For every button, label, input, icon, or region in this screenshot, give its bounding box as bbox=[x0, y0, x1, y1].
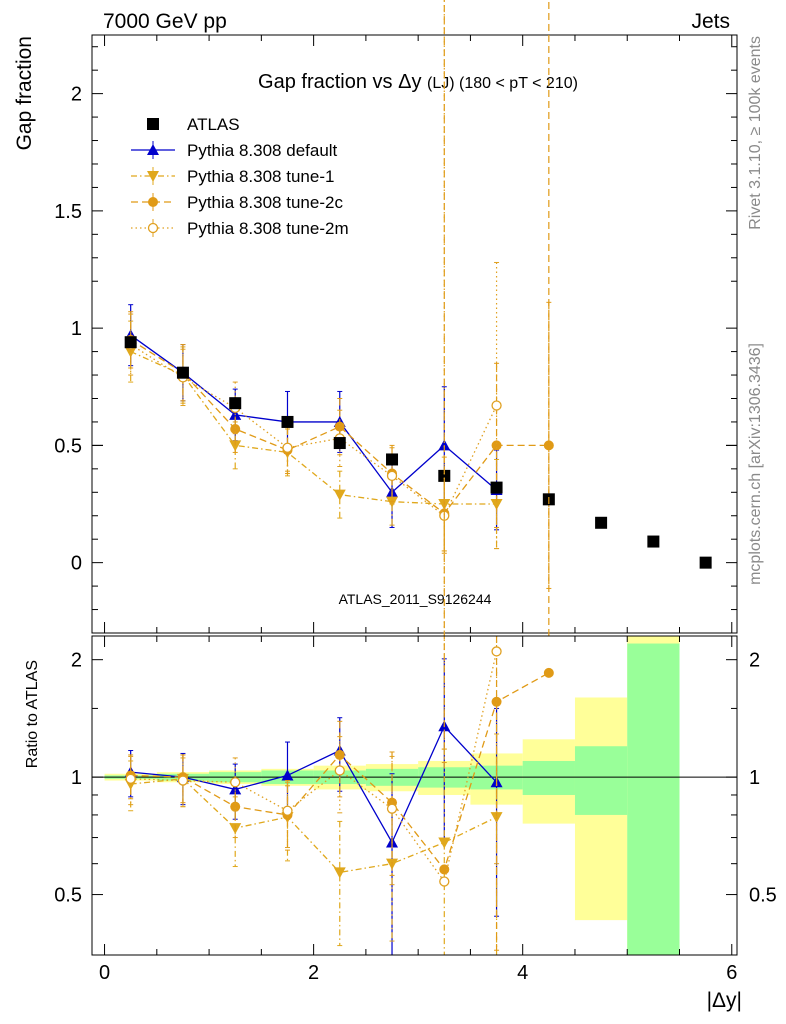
data-point bbox=[438, 469, 451, 482]
legend-marker bbox=[147, 222, 159, 234]
data-point bbox=[386, 803, 398, 814]
data-point bbox=[491, 400, 502, 411]
series-line bbox=[130, 651, 498, 884]
watermark: ATLAS_2011_S9126244 bbox=[339, 591, 492, 607]
y-tick-label: 1 bbox=[71, 318, 82, 340]
series-pythia-8-308-default bbox=[124, 304, 503, 531]
legend-label: Pythia 8.308 default bbox=[187, 141, 338, 160]
y-tick-label-right: 2 bbox=[749, 650, 760, 672]
legend-marker bbox=[147, 144, 159, 155]
y-tick-label: 2 bbox=[71, 650, 82, 672]
data-point bbox=[438, 837, 451, 849]
series-atlas bbox=[124, 336, 712, 569]
data-point bbox=[333, 489, 346, 501]
data-point bbox=[177, 775, 189, 786]
data-point bbox=[386, 470, 398, 482]
data-point bbox=[490, 481, 503, 494]
data-point bbox=[386, 453, 399, 466]
data-point bbox=[699, 556, 712, 569]
legend-label: ATLAS bbox=[187, 115, 240, 134]
data-point bbox=[229, 397, 242, 410]
y-tick-label: 1 bbox=[71, 767, 82, 789]
uncertainty-band-green bbox=[627, 643, 680, 955]
data-point bbox=[176, 366, 189, 379]
x-tick-label: 4 bbox=[517, 962, 528, 984]
data-point bbox=[229, 440, 242, 452]
series-line bbox=[130, 778, 497, 874]
y-tick-label: 0.5 bbox=[54, 885, 82, 907]
data-point bbox=[282, 442, 293, 453]
chart-title-suffix: (LJ) (180 < pT < 210) bbox=[427, 75, 578, 92]
series-line bbox=[130, 344, 498, 517]
plot-frame bbox=[91, 34, 738, 634]
side-label-top: Rivet 3.1.10, ≥ 100k events bbox=[747, 36, 764, 230]
data-point bbox=[124, 346, 137, 358]
uncertainty-band-green bbox=[522, 760, 575, 795]
series-line bbox=[130, 339, 549, 515]
data-point bbox=[333, 867, 346, 879]
legend-marker bbox=[148, 197, 158, 207]
legend-marker bbox=[147, 171, 159, 182]
data-point bbox=[491, 696, 502, 707]
y-tick-label: 2 bbox=[71, 84, 82, 106]
main-plot: 0 0.5 1 1.5 2 bbox=[54, 34, 738, 634]
data-point bbox=[491, 646, 502, 657]
data-point bbox=[281, 415, 294, 428]
data-point bbox=[490, 499, 503, 511]
y-axis-label-main: Gap fraction bbox=[13, 36, 36, 150]
data-point bbox=[334, 765, 345, 776]
legend-label: Pythia 8.308 tune-2c bbox=[187, 193, 343, 212]
legend-label: Pythia 8.308 tune-2m bbox=[187, 219, 349, 238]
legend-label: Pythia 8.308 tune-1 bbox=[187, 167, 334, 186]
data-point bbox=[491, 440, 502, 451]
chart-title-symbol: Δy bbox=[398, 71, 421, 93]
data-point bbox=[230, 777, 241, 788]
data-point bbox=[439, 864, 450, 875]
chart-title: Gap fraction vs Δy (LJ) (180 < pT < 210) bbox=[258, 71, 578, 93]
data-point bbox=[230, 801, 241, 812]
ratio-plot: 0.5 0.5 1 1 2 2 0 2 4 6 bbox=[54, 0, 777, 984]
data-point bbox=[230, 423, 241, 434]
legend-marker bbox=[147, 118, 159, 130]
legend: ATLAS Pythia 8.308 default Pythia 8.308 tu… bbox=[131, 115, 349, 238]
data-point bbox=[124, 336, 137, 349]
data-point bbox=[229, 783, 242, 795]
y-tick-label: 0 bbox=[71, 553, 82, 575]
y-tick-label-right: 1 bbox=[749, 767, 760, 789]
x-tick-label: 2 bbox=[308, 962, 319, 984]
series-line bbox=[130, 334, 497, 494]
data-point bbox=[543, 667, 554, 678]
data-point bbox=[438, 439, 451, 451]
header-left: 7000 GeV pp bbox=[103, 10, 227, 33]
series-line bbox=[130, 725, 498, 844]
x-axis-label: |Δy| bbox=[707, 989, 742, 1012]
data-point bbox=[281, 769, 294, 781]
y-axis-label-ratio: Ratio to ATLAS bbox=[24, 660, 41, 768]
data-point bbox=[647, 535, 660, 548]
data-point bbox=[595, 516, 608, 529]
x-tick-label: 6 bbox=[726, 962, 737, 984]
y-tick-label: 0.5 bbox=[54, 435, 82, 457]
plot-frame bbox=[91, 635, 738, 956]
side-label-bottom: mcplots.cern.ch [arXiv:1306.3436] bbox=[747, 343, 764, 585]
data-point bbox=[125, 773, 136, 784]
series-line bbox=[130, 350, 497, 505]
y-tick-label: 1.5 bbox=[54, 201, 82, 223]
uncertainty-band-green bbox=[574, 746, 628, 815]
data-point bbox=[439, 876, 450, 887]
data-point bbox=[282, 805, 293, 816]
header-right: Jets bbox=[691, 10, 730, 33]
y-tick-label-right: 0.5 bbox=[749, 885, 777, 907]
data-point bbox=[333, 437, 346, 450]
x-tick-label: 0 bbox=[99, 962, 110, 984]
data-point bbox=[334, 421, 345, 432]
series-pythia-8-308-tune-2m bbox=[125, 0, 502, 887]
chart-title-main: Gap fraction vs bbox=[258, 71, 393, 93]
